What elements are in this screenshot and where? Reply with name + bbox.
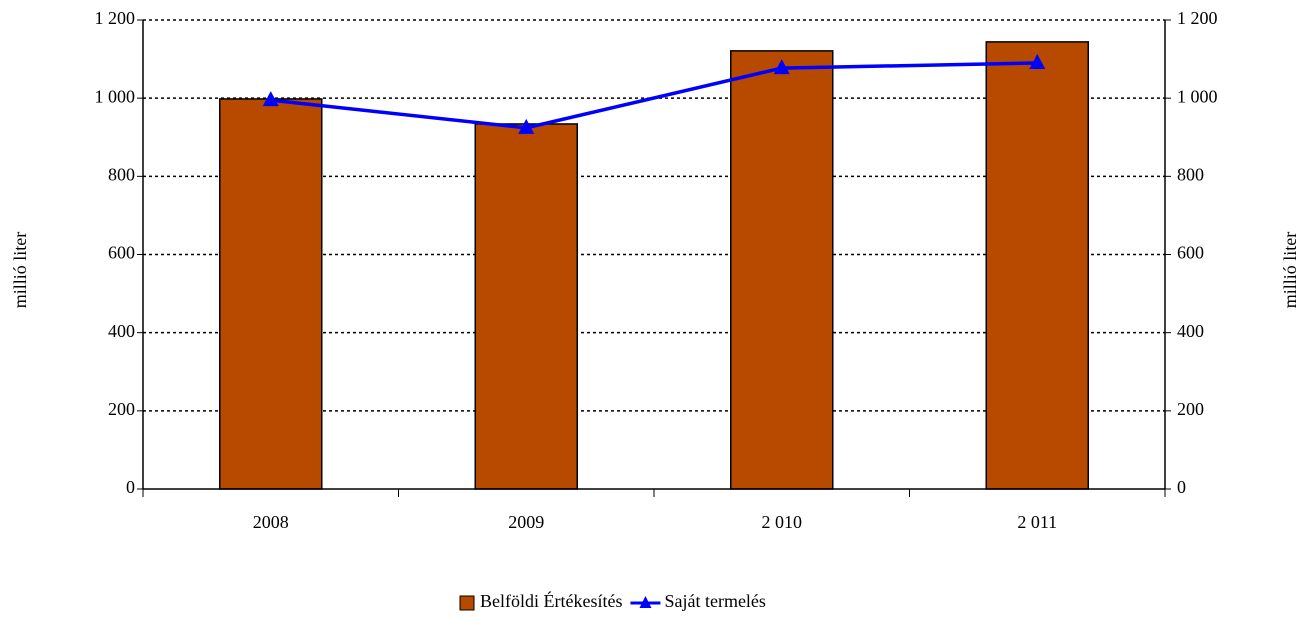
- y-tick-label: 400: [108, 321, 135, 341]
- y-tick-label: 1 200: [95, 8, 136, 28]
- y2-tick-label: 1 200: [1177, 8, 1218, 28]
- legend-swatch: [459, 595, 475, 611]
- y-tick-label: 0: [126, 477, 135, 497]
- y-tick-label: 1 000: [95, 86, 136, 106]
- marker: [262, 91, 279, 107]
- y2-axis-label: millió liter: [1280, 232, 1300, 309]
- bar: [985, 41, 1089, 490]
- y2-tick-label: 400: [1177, 321, 1204, 341]
- bar: [219, 98, 323, 490]
- y2-tick-label: 1 000: [1177, 86, 1218, 106]
- y2-tick-label: 600: [1177, 243, 1204, 263]
- legend-marker: [639, 596, 652, 608]
- y2-tick-label: 800: [1177, 164, 1204, 184]
- y-tick-label: 800: [108, 164, 135, 184]
- legend-label: Belföldi Értékesítés: [480, 590, 622, 611]
- marker: [773, 59, 790, 75]
- x-tick-label: 2008: [253, 512, 289, 532]
- bar: [730, 50, 834, 490]
- line: [270, 61, 1038, 130]
- y-axis-label: millió liter: [10, 232, 30, 309]
- x-tick-label: 2 010: [762, 512, 803, 532]
- marker: [1029, 53, 1046, 69]
- x-tick-label: 2009: [508, 512, 544, 532]
- y-tick-label: 200: [108, 399, 135, 419]
- marker: [518, 118, 535, 134]
- y2-tick-label: 0: [1177, 477, 1186, 497]
- legend-label: Saját termelés: [664, 591, 765, 611]
- x-tick-label: 2 011: [1017, 512, 1057, 532]
- y2-tick-label: 200: [1177, 399, 1204, 419]
- y-tick-label: 600: [108, 243, 135, 263]
- bar: [474, 123, 578, 490]
